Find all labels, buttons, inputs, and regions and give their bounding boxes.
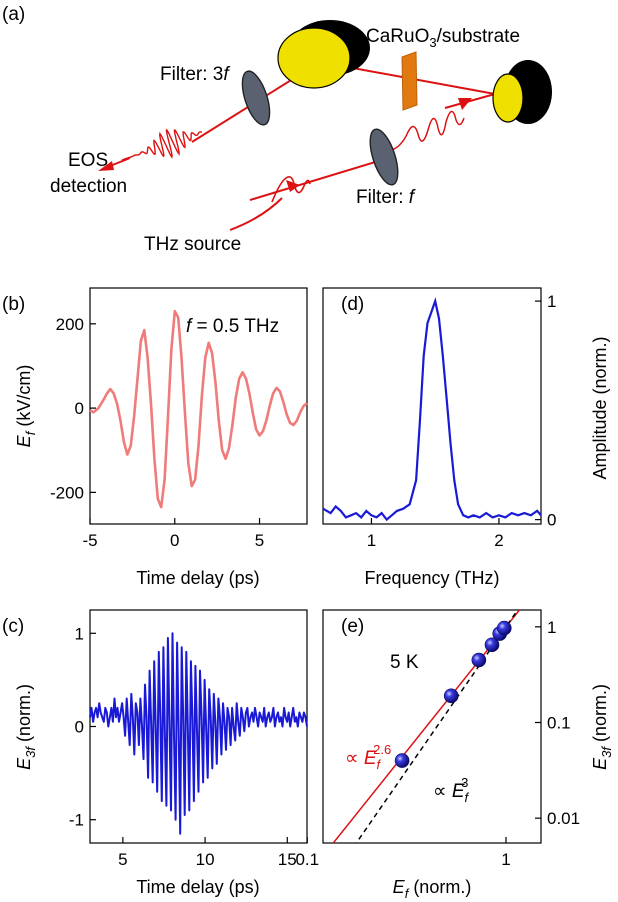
data-point <box>394 753 410 768</box>
panel-label-b: (b) <box>2 294 25 315</box>
plot-frame-b <box>89 287 308 525</box>
xlabel-b: Time delay (ps) <box>136 568 259 588</box>
x-tick-label: 2 <box>494 531 503 550</box>
x-tick-label: 5 <box>118 850 127 869</box>
arrow-mirror2 <box>458 98 472 110</box>
xlabel-d: Frequency (THz) <box>364 568 499 588</box>
plot-frame-d <box>322 287 542 525</box>
x-tick-label: 1 <box>367 531 376 550</box>
panel-label-a: (a) <box>2 4 25 25</box>
data-point <box>484 637 500 653</box>
pulse-3f <box>121 128 203 161</box>
chart-panel-d: 1 2 0 1 (d) Frequency (THz) Amplitude (norm… <box>322 287 610 588</box>
schematic-panel: (a) <box>2 4 552 255</box>
mirror-2-face <box>492 73 524 123</box>
filter-3f-label: Filter: 3f <box>160 64 230 85</box>
filter-f-disc <box>369 128 399 186</box>
mirror-1-face <box>277 27 351 89</box>
panel-label-e: (e) <box>341 616 364 637</box>
panel-label-d: (d) <box>341 294 364 315</box>
x-tick-label: 5 <box>255 531 264 550</box>
series-line-d <box>322 297 542 522</box>
x-tick-label: 0.1 <box>295 850 319 869</box>
y-tick-label: 200 <box>56 315 84 334</box>
beam-filter3f-to-eos <box>191 111 241 143</box>
beam-arrowheads <box>98 98 472 192</box>
data-point <box>496 620 512 636</box>
parabolic-mirror-2 <box>492 60 552 124</box>
fit-label-black: ∝ Ef3 <box>433 775 470 805</box>
x-tick-label: 10 <box>196 850 215 869</box>
fit-label-red: ∝ Ef2.6 <box>345 742 391 772</box>
y-tick-label: 0 <box>75 718 84 737</box>
data-point <box>443 688 459 704</box>
laser-beams <box>104 61 496 231</box>
y-tick-label: 0 <box>75 399 84 418</box>
sample-slab <box>401 51 418 111</box>
ticks-c: 5 10 15 -1 0 1 <box>69 624 297 869</box>
y-tick-label: -1 <box>69 811 84 830</box>
annotation-frequency: f = 0.5 THz <box>186 316 279 337</box>
filter-f-label: Filter: f <box>356 187 416 208</box>
chart-panel-b: -5 0 5 -200 0 200 (b) f = 0.5 THz Time delay … <box>2 287 308 588</box>
eos-label-line1: EOS <box>68 150 108 171</box>
chart-panel-e: 0.1 1 0.01 0.1 1 (e) 5 K ∝ Ef2.6 ∝ Ef3 Ef (n… <box>295 609 614 901</box>
x-tick-label: -5 <box>82 531 97 550</box>
ylabel-d: Amplitude (norm.) <box>590 336 610 479</box>
beam-source-to-filter <box>249 159 383 201</box>
ticks-e: 0.1 1 0.01 0.1 1 <box>295 618 580 869</box>
ylabel-b: Ef (kV/cm) <box>14 365 38 448</box>
chart-panel-c: 5 10 15 -1 0 1 (c) Time delay (ps) E3f (norm.… <box>2 609 308 897</box>
eos-label-line2: detection <box>50 176 127 197</box>
ylabel-e: E3f (norm.) <box>590 684 614 770</box>
pulse-filtered <box>391 110 465 151</box>
y-tick-label: -200 <box>50 483 84 502</box>
annotation-temperature: 5 K <box>390 652 419 673</box>
ticks-d: 1 2 0 1 <box>367 292 557 550</box>
series-line-c <box>89 632 308 835</box>
x-tick-label: 1 <box>501 850 510 869</box>
beam-mirror2-out <box>444 93 496 109</box>
y-tick-label: 1 <box>547 618 556 637</box>
y-tick-label: 0.1 <box>547 714 571 733</box>
series-line-b <box>89 309 308 509</box>
data-point <box>471 652 487 668</box>
xlabel-e: Ef (norm.) <box>393 877 472 901</box>
ylabel-c: E3f (norm.) <box>14 684 38 770</box>
plot-frame-e <box>322 609 542 844</box>
beam-thz-tail <box>229 197 283 231</box>
parabolic-mirror-1 <box>277 20 370 89</box>
x-tick-label: 15 <box>278 850 297 869</box>
arrow-source <box>286 180 300 192</box>
y-tick-label: 1 <box>547 292 556 311</box>
sample-label: CaRuO3/substrate <box>366 26 520 50</box>
filter-3f-disc <box>241 70 271 126</box>
thz-source-label: THz source <box>144 234 241 255</box>
panel-label-c: (c) <box>2 616 24 637</box>
ticks-b: -5 0 5 -200 0 200 <box>50 315 264 550</box>
y-tick-label: 0.01 <box>547 809 580 828</box>
x-tick-label: 0 <box>170 531 179 550</box>
pulse-thz-source <box>271 176 311 203</box>
y-tick-label: 1 <box>75 624 84 643</box>
y-tick-label: 0 <box>547 511 556 530</box>
xlabel-c: Time delay (ps) <box>136 877 259 897</box>
arrow-eos <box>98 161 114 171</box>
data-points-e <box>394 620 512 768</box>
